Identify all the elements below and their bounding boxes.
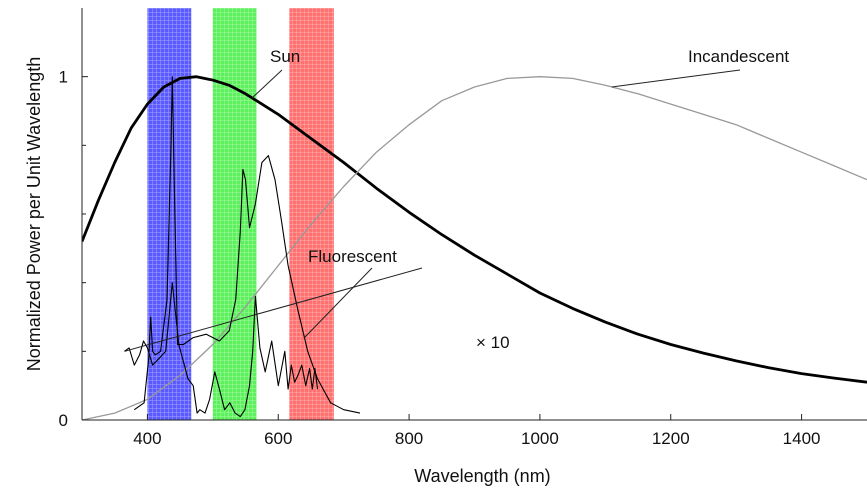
x-tick-label-800: 800 <box>395 429 423 448</box>
axes <box>81 8 867 421</box>
x-tick-label-600: 600 <box>264 429 292 448</box>
series-line-fluorescent-10 <box>124 282 319 418</box>
annotation-10: × 10 <box>476 333 510 352</box>
color-band-hatch-2 <box>212 8 257 420</box>
x-tick-label-1400: 1400 <box>783 429 821 448</box>
x-tick-label-1200: 1200 <box>652 429 690 448</box>
series-line-incandescent <box>82 76 867 420</box>
leader-line-sun <box>251 69 283 99</box>
y-tick-label-1: 1 <box>59 68 68 87</box>
x-axis-title: Wavelength (nm) <box>414 466 550 486</box>
x-tick-label-1000: 1000 <box>521 429 559 448</box>
annotation-sun: Sun <box>270 47 300 66</box>
series-line-fluorescent <box>133 76 361 414</box>
y-axis-title: Normalized Power per Unit Wavelength <box>24 57 44 371</box>
y-tick-label-0: 0 <box>59 411 68 430</box>
annotation-fluorescent: Fluorescent <box>308 247 397 266</box>
series-line-sun <box>82 75 867 384</box>
annotation-incandescent: Incandescent <box>688 47 789 66</box>
leader-line-fluorescent-x10 <box>124 267 423 352</box>
axis-ticks: 400 600 800 1000 1200 1400 0 1 <box>59 68 821 448</box>
leader-line-fluorescent <box>304 267 373 338</box>
annotations: Sun Incandescent Fluorescent × 10 <box>124 47 789 352</box>
leader-line-incandescent <box>611 69 741 88</box>
series-lines <box>82 75 867 420</box>
x-tick-label-400: 400 <box>133 429 161 448</box>
color-band-hatch-3 <box>289 8 334 420</box>
